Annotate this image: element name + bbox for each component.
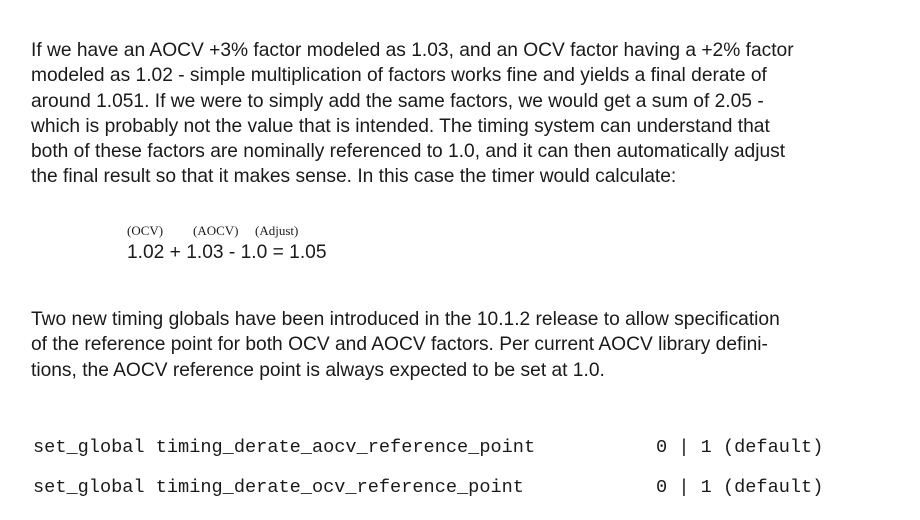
text-line: which is probably not the value that is …: [31, 115, 770, 137]
formula-label-ocv: (OCV): [127, 223, 164, 238]
paragraph-derate-explanation: If we have an AOCV +3% factor modeled as…: [31, 38, 901, 190]
command-ocv-reference-point: set_global timing_derate_ocv_reference_p…: [33, 477, 524, 498]
formula-label-adjust: (Adjust): [255, 223, 299, 238]
text-line: both of these factors are nominally refe…: [31, 141, 786, 163]
command-ocv-values: 0 | 1 (default): [656, 477, 824, 498]
command-aocv-reference-point: set_global timing_derate_aocv_reference_…: [33, 437, 536, 458]
formula-equation: 1.02 + 1.03 - 1.0 = 1.05: [127, 242, 327, 263]
text-line: of the reference point for both OCV and …: [31, 334, 768, 356]
text-line: tions, the AOCV reference point is alway…: [31, 359, 605, 381]
text-line: Two new timing globals have been introdu…: [31, 309, 780, 330]
text-line: around 1.051. If we were to simply add t…: [31, 90, 764, 112]
text-line: the final result so that it makes sense.…: [31, 166, 677, 188]
formula-label-aocv: (AOCV): [193, 223, 239, 238]
command-aocv-values: 0 | 1 (default): [656, 437, 824, 458]
paragraph-timing-globals: Two new timing globals have been introdu…: [31, 307, 901, 383]
text-line: If we have an AOCV +3% factor modeled as…: [31, 40, 794, 61]
text-line: modeled as 1.02 - simple multiplication …: [31, 65, 767, 87]
